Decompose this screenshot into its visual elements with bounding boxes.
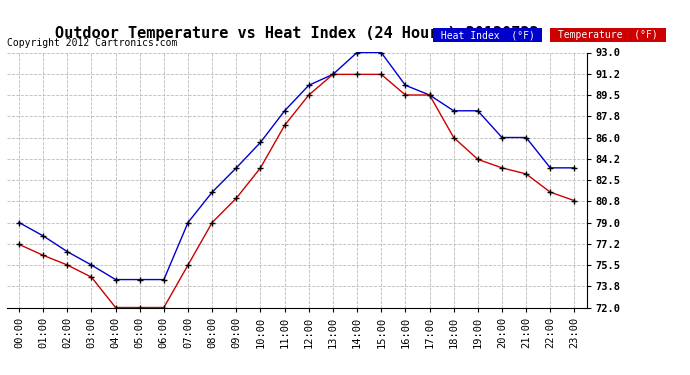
Text: Outdoor Temperature vs Heat Index (24 Hours) 20120722: Outdoor Temperature vs Heat Index (24 Ho… <box>55 26 538 41</box>
Text: Copyright 2012 Cartronics.com: Copyright 2012 Cartronics.com <box>7 38 177 48</box>
Text: Temperature  (°F): Temperature (°F) <box>552 30 664 40</box>
Text: Heat Index  (°F): Heat Index (°F) <box>435 30 540 40</box>
